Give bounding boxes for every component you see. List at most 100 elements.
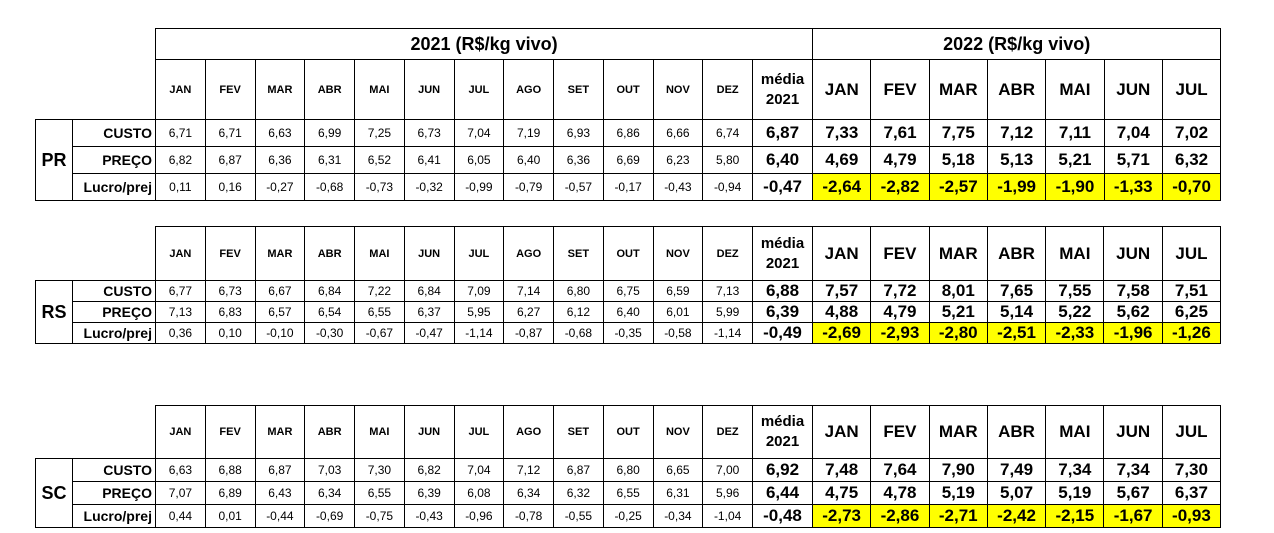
value-cell: -0,44 (254, 504, 306, 528)
value-cell: 6,34 (503, 481, 554, 505)
blank-cell (36, 227, 156, 281)
value-cell: 7,65 (986, 280, 1047, 302)
month-header: NOV (652, 405, 704, 459)
month-header: JAN (811, 226, 872, 281)
value-cell: 5,19 (1045, 481, 1105, 505)
value-cell: -0,17 (602, 173, 654, 201)
value-cell: 5,22 (1045, 301, 1105, 323)
row-label: PREÇO (72, 146, 156, 174)
data-row: Lucro/prej 0,36 0,10 -0,10 -0,30 -0,67 -0,47 -1… (36, 322, 1222, 344)
value-cell: 6,40 (602, 301, 654, 323)
value-cell: 7,90 (928, 458, 988, 482)
value-cell: 6,55 (354, 301, 405, 323)
month-header: NOV (652, 59, 704, 120)
value-cell: 7,33 (812, 119, 872, 147)
row-label: Lucro/prej (72, 504, 156, 528)
region-name: PR (35, 119, 73, 201)
value-cell: -2,15 (1045, 504, 1105, 528)
value-cell: 0,11 (155, 173, 206, 201)
value-cell: 5,19 (928, 481, 988, 505)
value-cell: 6,71 (155, 119, 206, 147)
value-cell: 7,04 (1103, 119, 1163, 147)
month-header: ABR (304, 405, 355, 459)
value-cell: 6,59 (652, 280, 704, 302)
month-header: ABR (986, 59, 1047, 120)
month-header: OUT (602, 226, 654, 281)
value-cell: -1,90 (1045, 173, 1105, 201)
month-header: MAI (354, 405, 405, 459)
blank-cell (36, 406, 156, 459)
value-cell: 8,01 (928, 280, 988, 302)
value-cell: -0,93 (1161, 504, 1222, 528)
month-header: FEV (204, 226, 256, 281)
value-cell: 6,12 (553, 301, 604, 323)
row-label: CUSTO (72, 458, 156, 482)
value-cell: 6,41 (403, 146, 455, 174)
month-header: ABR (986, 405, 1047, 459)
value-cell: 7,57 (811, 280, 872, 302)
month-header: JUL (1161, 226, 1222, 281)
value-cell: 5,21 (928, 301, 988, 323)
value-cell: 4,79 (870, 301, 930, 323)
value-cell: 6,57 (254, 301, 306, 323)
value-cell: 7,11 (1045, 119, 1105, 147)
month-header-row: JAN FEV MAR ABR MAI JUN JUL AGO SET OUT NOV DEZ médi… (36, 226, 1222, 281)
month-header: ABR (986, 226, 1047, 281)
value-cell: -0,30 (304, 322, 355, 344)
month-header: JUL (453, 226, 505, 281)
value-cell: 6,08 (453, 481, 505, 505)
month-header: JUL (1161, 59, 1222, 120)
value-cell: 6,55 (602, 481, 654, 505)
value-cell: 7,61 (870, 119, 930, 147)
month-header: JAN (155, 405, 206, 459)
value-cell: -0,87 (503, 322, 554, 344)
month-header: JUN (1103, 226, 1163, 281)
month-header: MAR (254, 59, 306, 120)
value-cell: 6,88 (204, 458, 256, 482)
month-header: AGO (503, 59, 554, 120)
month-header: MAR (928, 405, 988, 459)
value-cell: 6,54 (304, 301, 355, 323)
value-cell: 7,49 (986, 458, 1047, 482)
value-cell: 7,25 (354, 119, 405, 147)
value-cell: 4,78 (870, 481, 930, 505)
value-cell: 7,51 (1161, 280, 1222, 302)
month-header: JUL (453, 405, 505, 459)
month-header: JUN (403, 226, 455, 281)
value-cell: -0,94 (702, 173, 753, 201)
region-table: 2021 (R$/kg vivo) 2022 (R$/kg vivo) JAN FEV… (35, 28, 1222, 201)
value-cell: 7,03 (304, 458, 355, 482)
month-header: JAN (155, 226, 206, 281)
value-cell: 7,34 (1045, 458, 1105, 482)
month-header: JUN (1103, 59, 1163, 120)
value-cell: -0,79 (503, 173, 554, 201)
month-header: AGO (503, 226, 554, 281)
month-header-row: JAN FEV MAR ABR MAI JUN JUL AGO SET OUT NOV DEZ médi… (36, 405, 1222, 459)
month-header: SET (553, 59, 604, 120)
value-cell: -0,78 (503, 504, 554, 528)
month-header: ABR (304, 226, 355, 281)
value-cell: 6,32 (1161, 146, 1222, 174)
month-header: JAN (155, 59, 206, 120)
media-header: média 2021 (752, 405, 813, 459)
value-cell: 6,63 (254, 119, 306, 147)
blank-cell (36, 29, 156, 60)
value-cell: -1,14 (453, 322, 505, 344)
value-cell: 6,31 (304, 146, 355, 174)
value-cell: -1,67 (1103, 504, 1163, 528)
value-cell: -2,71 (928, 504, 988, 528)
value-cell: 6,87 (254, 458, 306, 482)
media-cell: 6,39 (752, 301, 813, 323)
media-header: média 2021 (752, 226, 813, 281)
value-cell: 6,52 (354, 146, 405, 174)
media-header: média 2021 (751, 59, 814, 120)
month-header: JAN (811, 405, 872, 459)
month-header: FEV (870, 226, 930, 281)
month-header-row: JAN FEV MAR ABR MAI JUN JUL AGO SET OUT NOV DEZ médi… (36, 59, 1222, 120)
value-cell: 6,34 (304, 481, 355, 505)
value-cell: 0,16 (204, 173, 256, 201)
row-label: CUSTO (72, 119, 156, 147)
value-cell: -0,69 (304, 504, 355, 528)
value-cell: -0,32 (403, 173, 455, 201)
month-header: FEV (870, 59, 930, 120)
